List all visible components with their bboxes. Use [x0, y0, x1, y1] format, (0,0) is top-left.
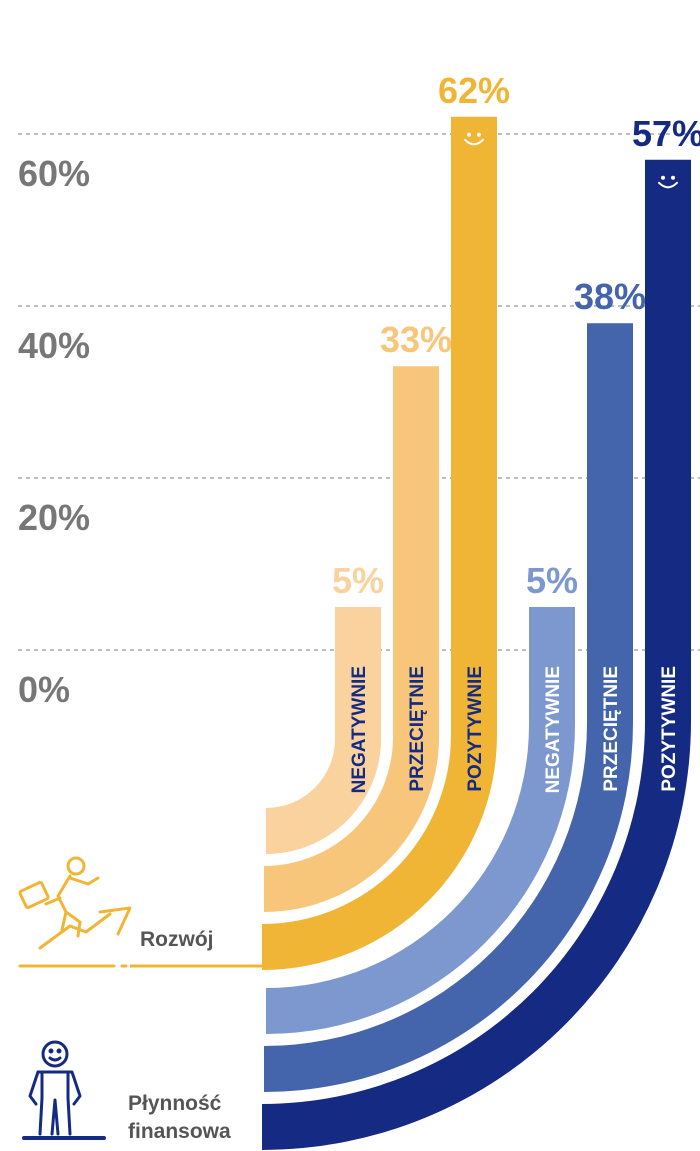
- value-label: 57%: [632, 113, 700, 154]
- bar-0-1: [264, 366, 439, 912]
- smiley-icon: [464, 132, 484, 146]
- category-label: NEGATYWNIE: [349, 666, 370, 793]
- category-label: POZYTYWNIE: [465, 666, 486, 792]
- y-tick-label: 40%: [18, 325, 90, 366]
- value-label: 38%: [574, 276, 646, 317]
- y-tick-label: 20%: [18, 497, 90, 538]
- value-label: 5%: [332, 560, 384, 601]
- bar-1-0: [266, 607, 575, 1034]
- value-label: 62%: [438, 70, 510, 111]
- category-label: PRZECIĘTNIE: [407, 666, 428, 792]
- bar-0-2: [262, 116, 497, 971]
- bar-0-0: [266, 607, 381, 854]
- category-label: POZYTYWNIE: [659, 666, 680, 792]
- group-label-rozwoj: Rozwój: [140, 928, 214, 951]
- y-axis-ticks: 0% 20% 40% 60%: [18, 153, 90, 710]
- value-label: 5%: [526, 560, 578, 601]
- group-label-line: Płynność: [128, 1092, 222, 1115]
- bars: [262, 116, 691, 1151]
- y-tick-label: 60%: [18, 153, 90, 194]
- climbing-businessman-icon: [18, 856, 132, 968]
- group-label-plynnosc: Płynność finansowa: [128, 1092, 231, 1143]
- labels: 5% NEGATYWNIE 33% PRZECIĘTNIE 62% POZYTYWNIE 5…: [128, 70, 700, 1143]
- bar-1-1: [264, 323, 633, 1092]
- value-label: 33%: [380, 319, 452, 360]
- grid-lines: [18, 133, 700, 651]
- category-label: NEGATYWNIE: [543, 666, 564, 793]
- standing-person-icon: [22, 1040, 106, 1140]
- bar-1-2: [262, 159, 691, 1151]
- y-tick-label: 0%: [18, 669, 70, 710]
- smiley-icon: [658, 175, 678, 189]
- category-label: PRZECIĘTNIE: [601, 666, 622, 792]
- group-label-line: finansowa: [128, 1120, 231, 1143]
